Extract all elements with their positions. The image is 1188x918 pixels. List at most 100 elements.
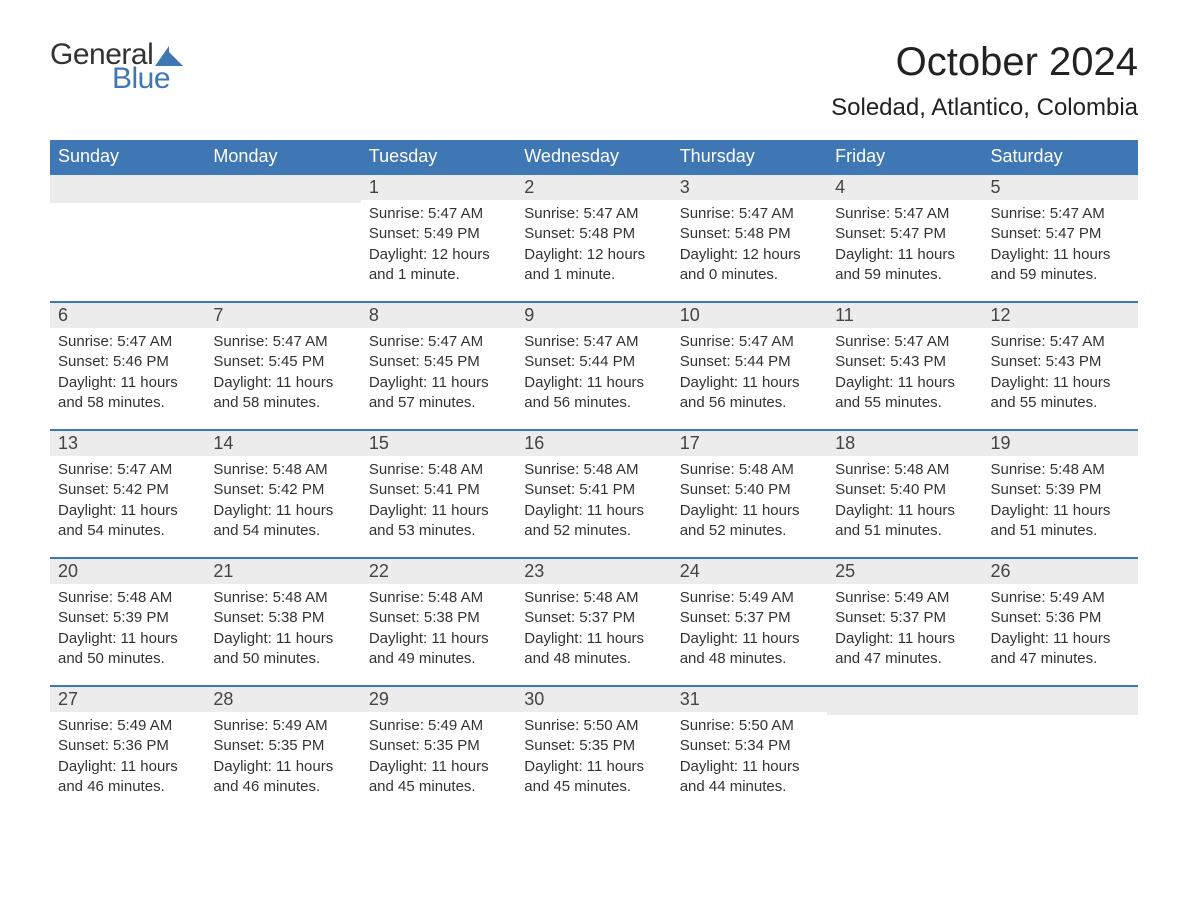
calendar-day-cell: 25Sunrise: 5:49 AMSunset: 5:37 PMDayligh…	[827, 558, 982, 686]
sunset-line: Sunset: 5:38 PM	[213, 608, 352, 628]
daylight-line: Daylight: 11 hours and 54 minutes.	[213, 501, 352, 542]
day-number: 8	[361, 303, 516, 328]
calendar-day-cell	[827, 686, 982, 813]
calendar-day-cell	[205, 174, 360, 302]
day-number: 16	[516, 431, 671, 456]
sunset-line: Sunset: 5:35 PM	[369, 736, 508, 756]
sunrise-line: Sunrise: 5:48 AM	[369, 460, 508, 480]
daylight-line: Daylight: 11 hours and 58 minutes.	[58, 373, 197, 414]
day-details: Sunrise: 5:47 AMSunset: 5:44 PMDaylight:…	[516, 328, 671, 421]
day-details	[827, 715, 982, 727]
sunset-line: Sunset: 5:47 PM	[835, 224, 974, 244]
sunset-line: Sunset: 5:35 PM	[524, 736, 663, 756]
day-details: Sunrise: 5:47 AMSunset: 5:43 PMDaylight:…	[983, 328, 1138, 421]
day-details: Sunrise: 5:49 AMSunset: 5:36 PMDaylight:…	[983, 584, 1138, 677]
sunrise-line: Sunrise: 5:48 AM	[58, 588, 197, 608]
daylight-line: Daylight: 11 hours and 44 minutes.	[680, 757, 819, 798]
sunset-line: Sunset: 5:39 PM	[58, 608, 197, 628]
daylight-line: Daylight: 11 hours and 46 minutes.	[213, 757, 352, 798]
sunrise-line: Sunrise: 5:47 AM	[991, 332, 1130, 352]
calendar-day-cell: 14Sunrise: 5:48 AMSunset: 5:42 PMDayligh…	[205, 430, 360, 558]
calendar-day-cell: 28Sunrise: 5:49 AMSunset: 5:35 PMDayligh…	[205, 686, 360, 813]
daylight-line: Daylight: 11 hours and 52 minutes.	[680, 501, 819, 542]
weekday-header: Friday	[827, 140, 982, 174]
calendar-week-row: 6Sunrise: 5:47 AMSunset: 5:46 PMDaylight…	[50, 302, 1138, 430]
calendar-day-cell: 10Sunrise: 5:47 AMSunset: 5:44 PMDayligh…	[672, 302, 827, 430]
sunrise-line: Sunrise: 5:47 AM	[524, 204, 663, 224]
sunrise-line: Sunrise: 5:49 AM	[680, 588, 819, 608]
calendar-week-row: 20Sunrise: 5:48 AMSunset: 5:39 PMDayligh…	[50, 558, 1138, 686]
sunset-line: Sunset: 5:43 PM	[835, 352, 974, 372]
day-number: 12	[983, 303, 1138, 328]
calendar-day-cell: 31Sunrise: 5:50 AMSunset: 5:34 PMDayligh…	[672, 686, 827, 813]
day-details: Sunrise: 5:47 AMSunset: 5:44 PMDaylight:…	[672, 328, 827, 421]
day-details: Sunrise: 5:49 AMSunset: 5:37 PMDaylight:…	[827, 584, 982, 677]
calendar-day-cell: 23Sunrise: 5:48 AMSunset: 5:37 PMDayligh…	[516, 558, 671, 686]
sunrise-line: Sunrise: 5:49 AM	[991, 588, 1130, 608]
sunrise-line: Sunrise: 5:48 AM	[524, 588, 663, 608]
calendar-body: 1Sunrise: 5:47 AMSunset: 5:49 PMDaylight…	[50, 174, 1138, 813]
day-details: Sunrise: 5:50 AMSunset: 5:35 PMDaylight:…	[516, 712, 671, 805]
daylight-line: Daylight: 11 hours and 47 minutes.	[835, 629, 974, 670]
day-details: Sunrise: 5:48 AMSunset: 5:40 PMDaylight:…	[827, 456, 982, 549]
day-details: Sunrise: 5:47 AMSunset: 5:45 PMDaylight:…	[205, 328, 360, 421]
daylight-line: Daylight: 11 hours and 50 minutes.	[213, 629, 352, 670]
day-number: 4	[827, 175, 982, 200]
sunset-line: Sunset: 5:41 PM	[524, 480, 663, 500]
daylight-line: Daylight: 11 hours and 51 minutes.	[991, 501, 1130, 542]
day-details: Sunrise: 5:47 AMSunset: 5:48 PMDaylight:…	[516, 200, 671, 293]
daylight-line: Daylight: 11 hours and 46 minutes.	[58, 757, 197, 798]
sunset-line: Sunset: 5:40 PM	[835, 480, 974, 500]
calendar-day-cell	[983, 686, 1138, 813]
sunrise-line: Sunrise: 5:49 AM	[369, 716, 508, 736]
sunset-line: Sunset: 5:43 PM	[991, 352, 1130, 372]
day-details	[983, 715, 1138, 727]
day-number: 10	[672, 303, 827, 328]
location-text: Soledad, Atlantico, Colombia	[831, 94, 1138, 122]
sunset-line: Sunset: 5:40 PM	[680, 480, 819, 500]
day-number: 24	[672, 559, 827, 584]
calendar-day-cell: 16Sunrise: 5:48 AMSunset: 5:41 PMDayligh…	[516, 430, 671, 558]
sunrise-line: Sunrise: 5:47 AM	[524, 332, 663, 352]
daylight-line: Daylight: 11 hours and 57 minutes.	[369, 373, 508, 414]
calendar-day-cell: 20Sunrise: 5:48 AMSunset: 5:39 PMDayligh…	[50, 558, 205, 686]
calendar-day-cell: 12Sunrise: 5:47 AMSunset: 5:43 PMDayligh…	[983, 302, 1138, 430]
day-number: 14	[205, 431, 360, 456]
sunrise-line: Sunrise: 5:48 AM	[213, 588, 352, 608]
sunset-line: Sunset: 5:45 PM	[369, 352, 508, 372]
day-details	[205, 203, 360, 215]
day-number: 19	[983, 431, 1138, 456]
calendar-day-cell: 11Sunrise: 5:47 AMSunset: 5:43 PMDayligh…	[827, 302, 982, 430]
daylight-line: Daylight: 11 hours and 55 minutes.	[991, 373, 1130, 414]
sunset-line: Sunset: 5:37 PM	[680, 608, 819, 628]
sunset-line: Sunset: 5:42 PM	[58, 480, 197, 500]
daylight-line: Daylight: 11 hours and 47 minutes.	[991, 629, 1130, 670]
calendar-day-cell: 22Sunrise: 5:48 AMSunset: 5:38 PMDayligh…	[361, 558, 516, 686]
calendar-day-cell: 18Sunrise: 5:48 AMSunset: 5:40 PMDayligh…	[827, 430, 982, 558]
sunrise-line: Sunrise: 5:47 AM	[835, 332, 974, 352]
day-details: Sunrise: 5:47 AMSunset: 5:49 PMDaylight:…	[361, 200, 516, 293]
day-details: Sunrise: 5:47 AMSunset: 5:47 PMDaylight:…	[983, 200, 1138, 293]
day-number: 5	[983, 175, 1138, 200]
daylight-line: Daylight: 11 hours and 53 minutes.	[369, 501, 508, 542]
weekday-header-row: SundayMondayTuesdayWednesdayThursdayFrid…	[50, 140, 1138, 174]
calendar-day-cell: 15Sunrise: 5:48 AMSunset: 5:41 PMDayligh…	[361, 430, 516, 558]
daylight-line: Daylight: 11 hours and 56 minutes.	[680, 373, 819, 414]
daylight-line: Daylight: 11 hours and 55 minutes.	[835, 373, 974, 414]
day-number: 3	[672, 175, 827, 200]
daylight-line: Daylight: 11 hours and 52 minutes.	[524, 501, 663, 542]
weekday-header: Wednesday	[516, 140, 671, 174]
weekday-header: Tuesday	[361, 140, 516, 174]
day-number: 23	[516, 559, 671, 584]
day-details: Sunrise: 5:47 AMSunset: 5:45 PMDaylight:…	[361, 328, 516, 421]
sunset-line: Sunset: 5:48 PM	[680, 224, 819, 244]
day-number: 31	[672, 687, 827, 712]
day-details: Sunrise: 5:48 AMSunset: 5:38 PMDaylight:…	[205, 584, 360, 677]
title-block: October 2024 Soledad, Atlantico, Colombi…	[831, 40, 1138, 122]
day-number: 17	[672, 431, 827, 456]
calendar-day-cell	[50, 174, 205, 302]
calendar-day-cell: 30Sunrise: 5:50 AMSunset: 5:35 PMDayligh…	[516, 686, 671, 813]
sunrise-line: Sunrise: 5:47 AM	[58, 460, 197, 480]
day-number: 28	[205, 687, 360, 712]
calendar-day-cell: 21Sunrise: 5:48 AMSunset: 5:38 PMDayligh…	[205, 558, 360, 686]
